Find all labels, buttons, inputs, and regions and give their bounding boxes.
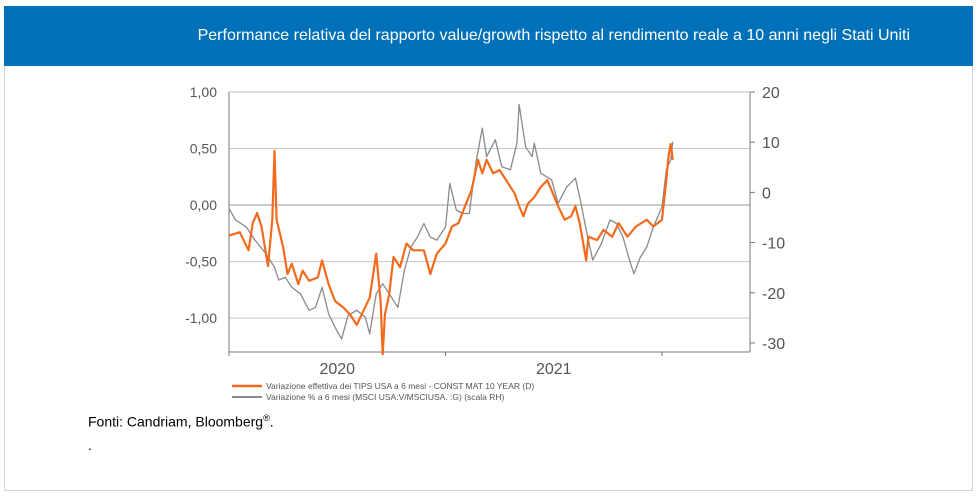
y-right-tick-label: 10 — [762, 135, 780, 152]
registered-mark: ® — [263, 413, 270, 423]
y-right-tick-label: -30 — [762, 336, 785, 353]
legend-label-msci: Variazione % a 6 mesi (MSCI USA:V/MSCIUS… — [266, 392, 505, 402]
y-right-tick-label: 0 — [762, 185, 771, 202]
y-left-tick-label: -1,00 — [185, 310, 217, 326]
note: . — [88, 437, 92, 453]
y-right-tick-label: 20 — [762, 85, 780, 102]
x-tick-label: 2021 — [536, 361, 572, 378]
source-end: . — [269, 413, 274, 430]
header-banner: Performance relativa del rapporto value/… — [4, 6, 973, 66]
y-left-tick-label: 0,00 — [190, 197, 217, 213]
chart-title: Performance relativa del rapporto value/… — [197, 27, 910, 44]
legend-label-tips: Variazione effettiva dei TIPS USA a 6 me… — [266, 381, 534, 391]
y-left-tick-label: -0,50 — [185, 254, 217, 270]
y-right-tick-label: -10 — [762, 236, 785, 253]
source-text: Fonti: Candriam, Bloomberg — [88, 413, 264, 430]
series-line-msci — [228, 103, 674, 340]
x-tick-label: 2020 — [319, 361, 355, 378]
series-line-tips — [228, 142, 674, 356]
source-note: Fonti: Candriam, Bloomberg®. — [88, 413, 274, 430]
y-left-tick-label: 0,50 — [190, 141, 217, 157]
y-right-tick-label: -20 — [762, 286, 785, 303]
y-left-tick-label: 1,00 — [190, 84, 217, 100]
